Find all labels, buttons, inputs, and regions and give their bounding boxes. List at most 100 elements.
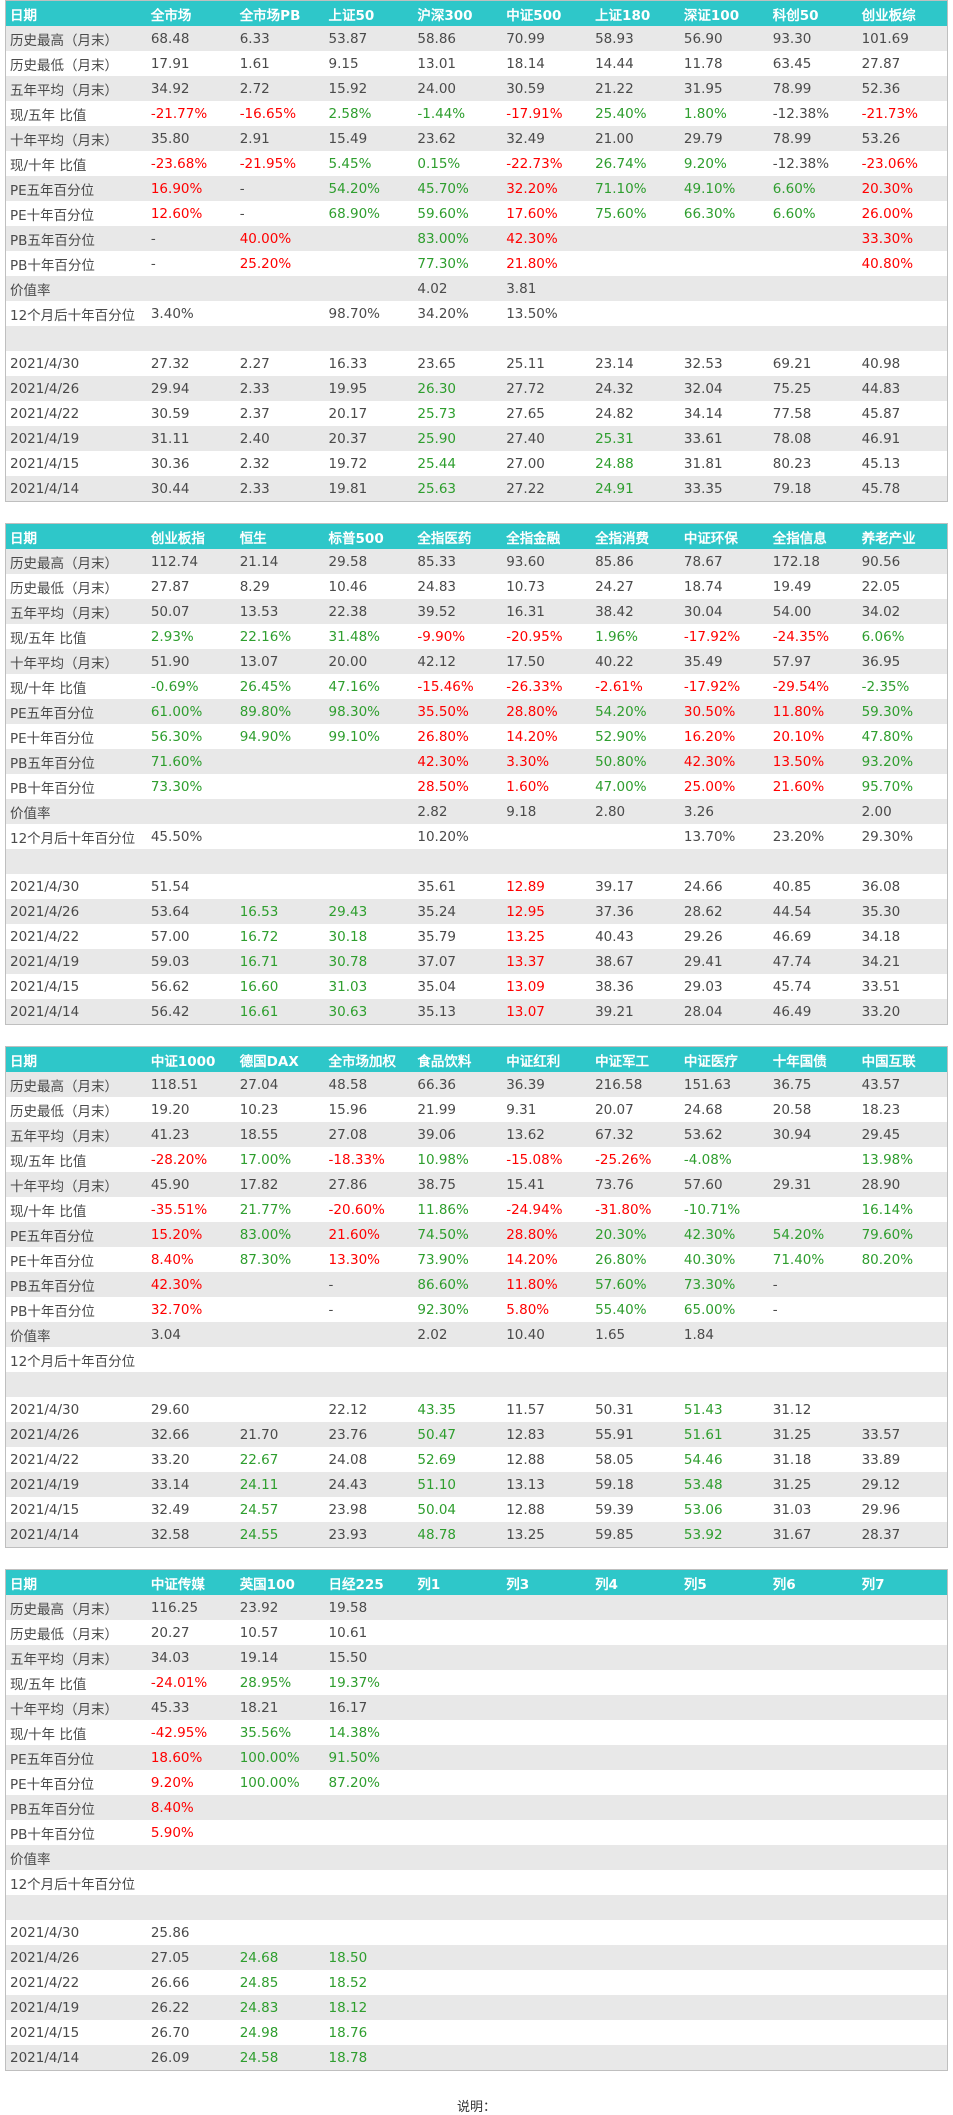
pe-value-cell: 29.96 <box>857 1497 948 1522</box>
stat-cell <box>413 1870 503 1895</box>
table-row: 2021/4/19 31.11 2.40 20.37 25.90 27.40 25.31 33… <box>5 426 948 451</box>
table-row: 2021/4/19 59.03 16.71 30.78 37.07 13.37 38.67 2… <box>5 949 948 974</box>
pe-value-cell <box>591 1970 680 1995</box>
stat-cell: -18.33% <box>324 1147 414 1172</box>
pe-value-cell: 36.08 <box>857 874 948 899</box>
stat-cell: 67.32 <box>591 1122 680 1147</box>
stat-cell <box>591 226 680 251</box>
stat-cell: -31.80% <box>591 1197 680 1222</box>
table-row: 现/十年 比值 -35.51% 21.77% -20.60% 11.86% -24.94%… <box>5 1197 948 1222</box>
stat-cell: 38.42 <box>591 599 680 624</box>
header-index-name: 全指消费 <box>591 523 680 549</box>
stat-cell <box>857 1670 948 1695</box>
stat-cell: 35.56% <box>235 1720 325 1745</box>
stat-cell: 59.60% <box>413 201 503 226</box>
pe-value-cell <box>591 1945 680 1970</box>
pe-value-cell: 24.43 <box>324 1472 414 1497</box>
stat-cell: 36.39 <box>502 1072 592 1097</box>
pe-value-cell <box>502 1945 592 1970</box>
stat-cell <box>679 1720 769 1745</box>
pe-value-cell: 18.12 <box>324 1995 414 2020</box>
spacer-row <box>5 849 948 874</box>
pe-value-cell: 45.13 <box>857 451 948 476</box>
table-row: 2021/4/19 33.14 24.11 24.43 51.10 13.13 59.18 5… <box>5 1472 948 1497</box>
stat-cell <box>235 749 325 774</box>
stat-cell <box>324 1347 414 1372</box>
stat-cell: 28.80% <box>502 699 592 724</box>
date-label: 2021/4/26 <box>5 1422 147 1447</box>
stat-cell: -9.90% <box>413 624 503 649</box>
stat-cell: 51.90 <box>146 649 236 674</box>
row-label: 历史最高（月末） <box>5 549 147 574</box>
stat-cell: 20.07 <box>591 1097 680 1122</box>
stat-cell: 40.22 <box>591 649 680 674</box>
stat-cell <box>502 824 592 849</box>
stat-cell: 22.38 <box>324 599 414 624</box>
stat-cell: 32.49 <box>502 126 592 151</box>
stat-cell: 13.01 <box>413 51 503 76</box>
stat-cell: 27.08 <box>324 1122 414 1147</box>
header-index-name: 上证50 <box>324 0 414 26</box>
stat-cell <box>324 1820 414 1845</box>
stat-cell: 20.30% <box>857 176 948 201</box>
empty-cell <box>591 326 680 351</box>
row-label: PB五年百分位 <box>5 226 147 251</box>
table-row: PB五年百分位 71.60% 42.30% 3.30% 50.80% 42.30% 13.5… <box>5 749 948 774</box>
stat-cell: 32.70% <box>146 1297 236 1322</box>
pe-value-cell: 44.54 <box>768 899 858 924</box>
pe-value-cell: 35.30 <box>857 899 948 924</box>
stat-cell: 18.21 <box>235 1695 325 1720</box>
pe-value-cell: 24.55 <box>235 1522 325 1548</box>
stat-cell: 78.67 <box>679 549 769 574</box>
stat-cell: 9.18 <box>502 799 592 824</box>
table-row: 价值率 3.04 2.02 10.40 1.65 1.84 <box>5 1322 948 1347</box>
pe-value-cell: 37.36 <box>591 899 680 924</box>
pe-value-cell: 13.13 <box>502 1472 592 1497</box>
stat-cell: 112.74 <box>146 549 236 574</box>
stat-cell <box>235 1820 325 1845</box>
pe-value-cell: 53.92 <box>679 1522 769 1548</box>
stat-cell <box>235 276 325 301</box>
stat-cell: 19.58 <box>324 1595 414 1620</box>
table-row: 2021/4/14 30.44 2.33 19.81 25.63 27.22 24.91 33… <box>5 476 948 502</box>
pe-value-cell: 24.57 <box>235 1497 325 1522</box>
pe-value-cell: 22.12 <box>324 1397 414 1422</box>
stat-cell: -23.68% <box>146 151 236 176</box>
pe-value-cell <box>324 1920 414 1945</box>
empty-cell <box>5 326 147 351</box>
pe-value-cell <box>413 1945 503 1970</box>
pe-value-cell: 34.21 <box>857 949 948 974</box>
pe-value-cell <box>235 874 325 899</box>
stat-cell: 10.23 <box>235 1097 325 1122</box>
row-label: 历史最低（月末） <box>5 51 147 76</box>
table-row: 价值率 <box>5 1845 948 1870</box>
pe-value-cell: 50.04 <box>413 1497 503 1522</box>
pe-value-cell: 54.46 <box>679 1447 769 1472</box>
stat-cell: 35.50% <box>413 699 503 724</box>
stat-cell: 92.30% <box>413 1297 503 1322</box>
stat-cell: 0.15% <box>413 151 503 176</box>
date-label: 2021/4/15 <box>5 2020 147 2045</box>
pe-value-cell: 16.60 <box>235 974 325 999</box>
stat-cell: 5.80% <box>502 1297 592 1322</box>
stat-cell <box>768 1695 858 1720</box>
pe-value-cell: 43.35 <box>413 1397 503 1422</box>
stat-cell: 8.29 <box>235 574 325 599</box>
stat-cell <box>679 1620 769 1645</box>
stat-cell: 11.80% <box>768 699 858 724</box>
stat-cell <box>679 1795 769 1820</box>
pe-value-cell: 30.18 <box>324 924 414 949</box>
pe-value-cell: 13.25 <box>502 1522 592 1548</box>
table-row: 2021/4/14 32.58 24.55 23.93 48.78 13.25 59.85 5… <box>5 1522 948 1548</box>
date-label: 2021/4/22 <box>5 401 147 426</box>
stat-cell <box>679 1695 769 1720</box>
valuation-table: 日期 中证传媒 英国100 日经225 列1 列3 列4 列5 列6 列7 历史最高（月末） 116.… <box>5 1569 948 2071</box>
stat-cell: 34.02 <box>857 599 948 624</box>
stat-cell: -29.54% <box>768 674 858 699</box>
stat-cell: 1.84 <box>679 1322 769 1347</box>
stat-cell: 75.60% <box>591 201 680 226</box>
stat-cell: 93.20% <box>857 749 948 774</box>
stat-cell <box>679 1870 769 1895</box>
header-index-name: 日经225 <box>324 1569 414 1595</box>
table-row: 2021/4/30 51.54 35.61 12.89 39.17 24.66 40.85 3… <box>5 874 948 899</box>
